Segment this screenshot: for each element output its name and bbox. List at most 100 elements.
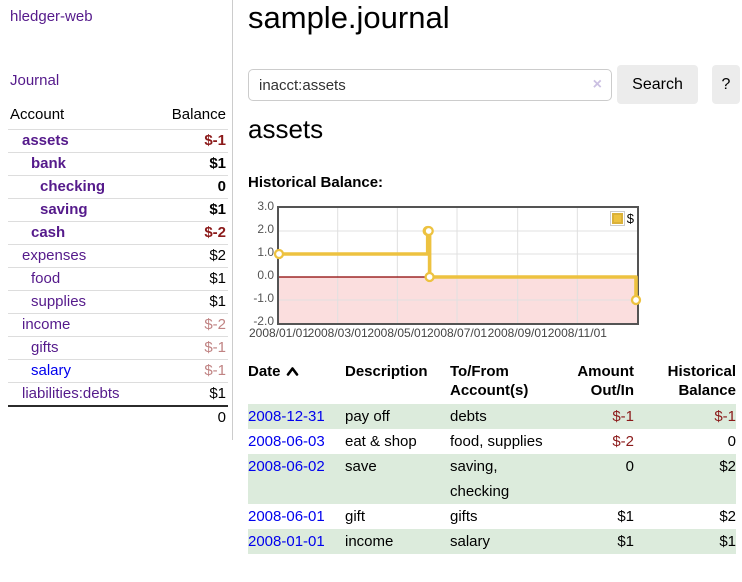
transaction-description: gift [345, 508, 366, 525]
col-header-accounts: To/From Account(s) [450, 363, 529, 399]
transaction-row: 2008-12-31 pay off debts $-1 $-1 [248, 404, 736, 429]
account-balance: $1 [152, 267, 228, 291]
transaction-date-link[interactable]: 2008-12-31 [248, 408, 325, 425]
account-section-title: assets [248, 114, 324, 144]
transactions-header-row: Date Description To/From Account(s) Amou… [248, 360, 736, 404]
accounts-total-value: 0 [152, 405, 228, 429]
accounts-header-balance: Balance [171, 106, 226, 123]
transaction-description: income [345, 529, 450, 554]
transaction-description: save [345, 454, 450, 504]
brand-link[interactable]: hledger-web [10, 8, 93, 25]
transaction-balance: $2 [634, 454, 736, 504]
transaction-date-link[interactable]: 2008-06-03 [248, 433, 325, 450]
sidebar-nav: Journal [10, 72, 59, 89]
y-tick-label: 3.0 [257, 199, 274, 213]
sidebar: hledger-web Journal Account Balance asse… [0, 0, 233, 440]
account-link-saving[interactable]: saving [40, 201, 88, 218]
chart-plot-area[interactable]: $ [273, 206, 642, 325]
col-header-amount: Amount Out/In [577, 363, 634, 399]
account-link-supplies[interactable]: supplies [31, 293, 87, 310]
col-header-date[interactable]: Date [248, 360, 345, 404]
account-row: gifts $-1 [8, 336, 228, 360]
account-row: salary $-1 [8, 359, 228, 383]
account-row: saving $1 [8, 198, 228, 222]
y-tick-label: 2.0 [257, 222, 274, 236]
account-balance: $-1 [152, 359, 228, 383]
transaction-balance: $1 [634, 529, 736, 554]
transaction-description: eat & shop [345, 433, 417, 450]
search-button[interactable]: Search [617, 65, 698, 104]
account-link-income[interactable]: income [22, 316, 71, 333]
help-button[interactable]: ? [712, 65, 740, 104]
account-link-food[interactable]: food [31, 270, 61, 287]
accounts-header-account: Account [10, 106, 65, 123]
y-tick-label: -1.0 [253, 291, 274, 305]
accounts-table: Account Balance assets $-1 bank $1 check… [8, 104, 228, 429]
x-tick-label: 2008/11/01 [547, 326, 607, 340]
historical-balance-chart: $ 3.0 2.0 1.0 0.0 -1.0 -2.0 2008/01/01 2008/03/… [248, 199, 736, 344]
account-row: assets $-1 [8, 129, 228, 153]
x-tick-label: 2008/01/01 [248, 326, 310, 340]
account-balance: $-1 [152, 336, 228, 360]
chart-heading: Historical Balance: [248, 174, 384, 191]
transaction-amount: $1 [570, 529, 634, 554]
transaction-date-link[interactable]: 2008-06-01 [248, 508, 325, 525]
account-link-assets[interactable]: assets [22, 132, 69, 149]
account-link-salary[interactable]: salary [31, 362, 72, 379]
y-tick-label: 0.0 [257, 268, 274, 282]
account-balance: $1 [152, 152, 228, 176]
col-header-balance: Historical Balance [667, 363, 736, 399]
account-link-gifts[interactable]: gifts [31, 339, 59, 356]
account-link-checking[interactable]: checking [40, 178, 106, 195]
transaction-balance: $2 [719, 508, 736, 525]
account-balance: $1 [152, 198, 228, 222]
chart-canvas [273, 208, 642, 323]
clear-search-icon[interactable]: × [592, 76, 602, 93]
transaction-amount: $1 [617, 508, 634, 525]
transaction-balance: 0 [727, 433, 736, 450]
account-row: cash $-2 [8, 221, 228, 245]
search-input[interactable] [248, 69, 612, 101]
account-link-expenses[interactable]: expenses [22, 247, 87, 264]
nav-journal-link[interactable]: Journal [10, 72, 60, 89]
transaction-amount: 0 [570, 454, 634, 504]
y-tick-label: -2.0 [253, 314, 274, 328]
account-balance: $2 [152, 244, 228, 268]
transaction-amount: $-2 [612, 433, 634, 450]
transaction-accounts: saving, checking [450, 454, 570, 504]
transaction-accounts: gifts [450, 508, 478, 525]
transaction-date-link[interactable]: 2008-06-02 [248, 458, 325, 475]
account-row: liabilities:debts $1 [8, 382, 228, 406]
y-tick-label: 1.0 [257, 245, 274, 259]
transaction-amount: $-1 [570, 404, 634, 429]
legend-label: $ [626, 211, 634, 226]
account-balance: 0 [152, 175, 228, 199]
transaction-accounts: debts [450, 404, 570, 429]
legend-swatch-icon [609, 211, 625, 226]
account-row: income $-2 [8, 313, 228, 337]
chart-legend: $ [609, 211, 634, 226]
page-title: sample.journal [248, 0, 450, 35]
transaction-date-link[interactable]: 2008-01-01 [248, 533, 325, 550]
search-box: × [248, 69, 612, 101]
account-link-bank[interactable]: bank [31, 155, 67, 172]
account-link-cash[interactable]: cash [31, 224, 66, 241]
account-balance: $-2 [152, 221, 228, 245]
transaction-row: 2008-06-02 save saving, checking 0 $2 [248, 454, 736, 504]
transaction-accounts: food, supplies [450, 433, 543, 450]
account-balance: $-1 [152, 129, 228, 153]
account-balance: $1 [152, 382, 228, 406]
transaction-description: pay off [345, 404, 450, 429]
transaction-row: 2008-06-03 eat & shop food, supplies $-2… [248, 429, 736, 454]
transaction-balance: $-1 [634, 404, 736, 429]
accounts-total-row: 0 [8, 405, 228, 429]
x-tick-label: 2008/07/01 [426, 326, 488, 340]
transactions-table: Date Description To/From Account(s) Amou… [248, 360, 736, 554]
account-link-liabilities-debts[interactable]: liabilities:debts [22, 385, 120, 402]
col-header-description: Description [345, 363, 428, 380]
account-balance: $-2 [152, 313, 228, 337]
account-row: checking 0 [8, 175, 228, 199]
account-row: supplies $1 [8, 290, 228, 314]
accounts-header-row: Account Balance [8, 104, 228, 130]
account-row: expenses $2 [8, 244, 228, 268]
